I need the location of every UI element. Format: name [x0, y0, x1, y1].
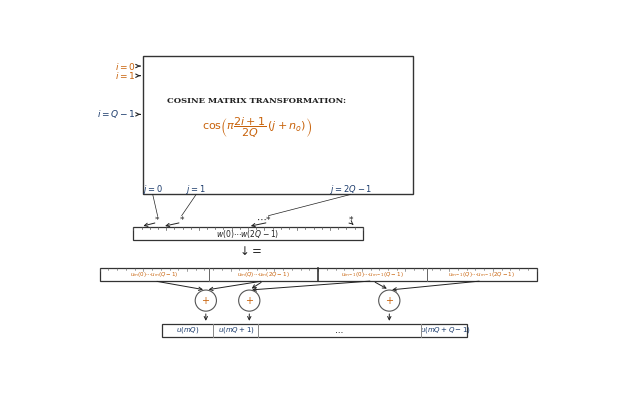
Text: $u_m(0)\cdots u_m(Q-1)$: $u_m(0)\cdots u_m(Q-1)$	[130, 270, 178, 279]
Text: $+$: $+$	[201, 295, 211, 306]
Ellipse shape	[195, 290, 216, 311]
Ellipse shape	[239, 290, 260, 311]
Text: $+$: $+$	[245, 295, 254, 306]
Text: $u_{m-1}(Q)\cdots u_{m-1}(2Q-1)$: $u_{m-1}(Q)\cdots u_{m-1}(2Q-1)$	[449, 270, 515, 279]
Text: $u(mQ)$: $u(mQ)$	[176, 325, 199, 335]
FancyBboxPatch shape	[143, 56, 414, 194]
Text: $\downarrow\!=\,$: $\downarrow\!=\,$	[237, 245, 262, 258]
Text: $\mathit{i = Q-1}$: $\mathit{i = Q-1}$	[97, 108, 136, 120]
FancyBboxPatch shape	[100, 268, 536, 281]
Text: $\cos\!\left(\pi\dfrac{2i+1}{2Q}\,\left(j+n_o\right)\right)$: $\cos\!\left(\pi\dfrac{2i+1}{2Q}\,\left(…	[201, 116, 312, 140]
Text: $*$: $*$	[179, 214, 185, 223]
Text: $j=1$: $j=1$	[186, 183, 206, 196]
Text: $\mathit{i = 1}$: $\mathit{i = 1}$	[115, 70, 136, 81]
FancyBboxPatch shape	[133, 227, 363, 240]
Text: $\mathit{i = 0}$: $\mathit{i = 0}$	[115, 61, 136, 72]
Text: $*$: $*$	[348, 214, 354, 223]
FancyBboxPatch shape	[163, 323, 467, 337]
Text: $u(mQ+Q-1)$: $u(mQ+Q-1)$	[420, 325, 470, 335]
Text: $u_m(Q)\cdots u_m(2Q-1)$: $u_m(Q)\cdots u_m(2Q-1)$	[237, 270, 290, 279]
Text: $*$: $*$	[155, 214, 161, 223]
Text: COSINE MATRIX TRANSFORMATION:: COSINE MATRIX TRANSFORMATION:	[167, 97, 346, 104]
Text: $u_{m-1}(0)\cdots u_{m-1}(Q-1)$: $u_{m-1}(0)\cdots u_{m-1}(Q-1)$	[341, 270, 404, 279]
Text: $w(0)\cdots w(2Q-1)$: $w(0)\cdots w(2Q-1)$	[216, 228, 280, 240]
Text: $j=0$: $j=0$	[143, 183, 163, 196]
Text: $\cdots$: $\cdots$	[256, 214, 267, 224]
Ellipse shape	[379, 290, 400, 311]
Text: $+$: $+$	[385, 295, 394, 306]
Text: $\cdots$: $\cdots$	[334, 326, 343, 335]
Text: $u(mQ+1)$: $u(mQ+1)$	[218, 325, 255, 335]
Text: $j=2Q-1$: $j=2Q-1$	[330, 183, 372, 196]
Text: $*$: $*$	[265, 214, 272, 223]
